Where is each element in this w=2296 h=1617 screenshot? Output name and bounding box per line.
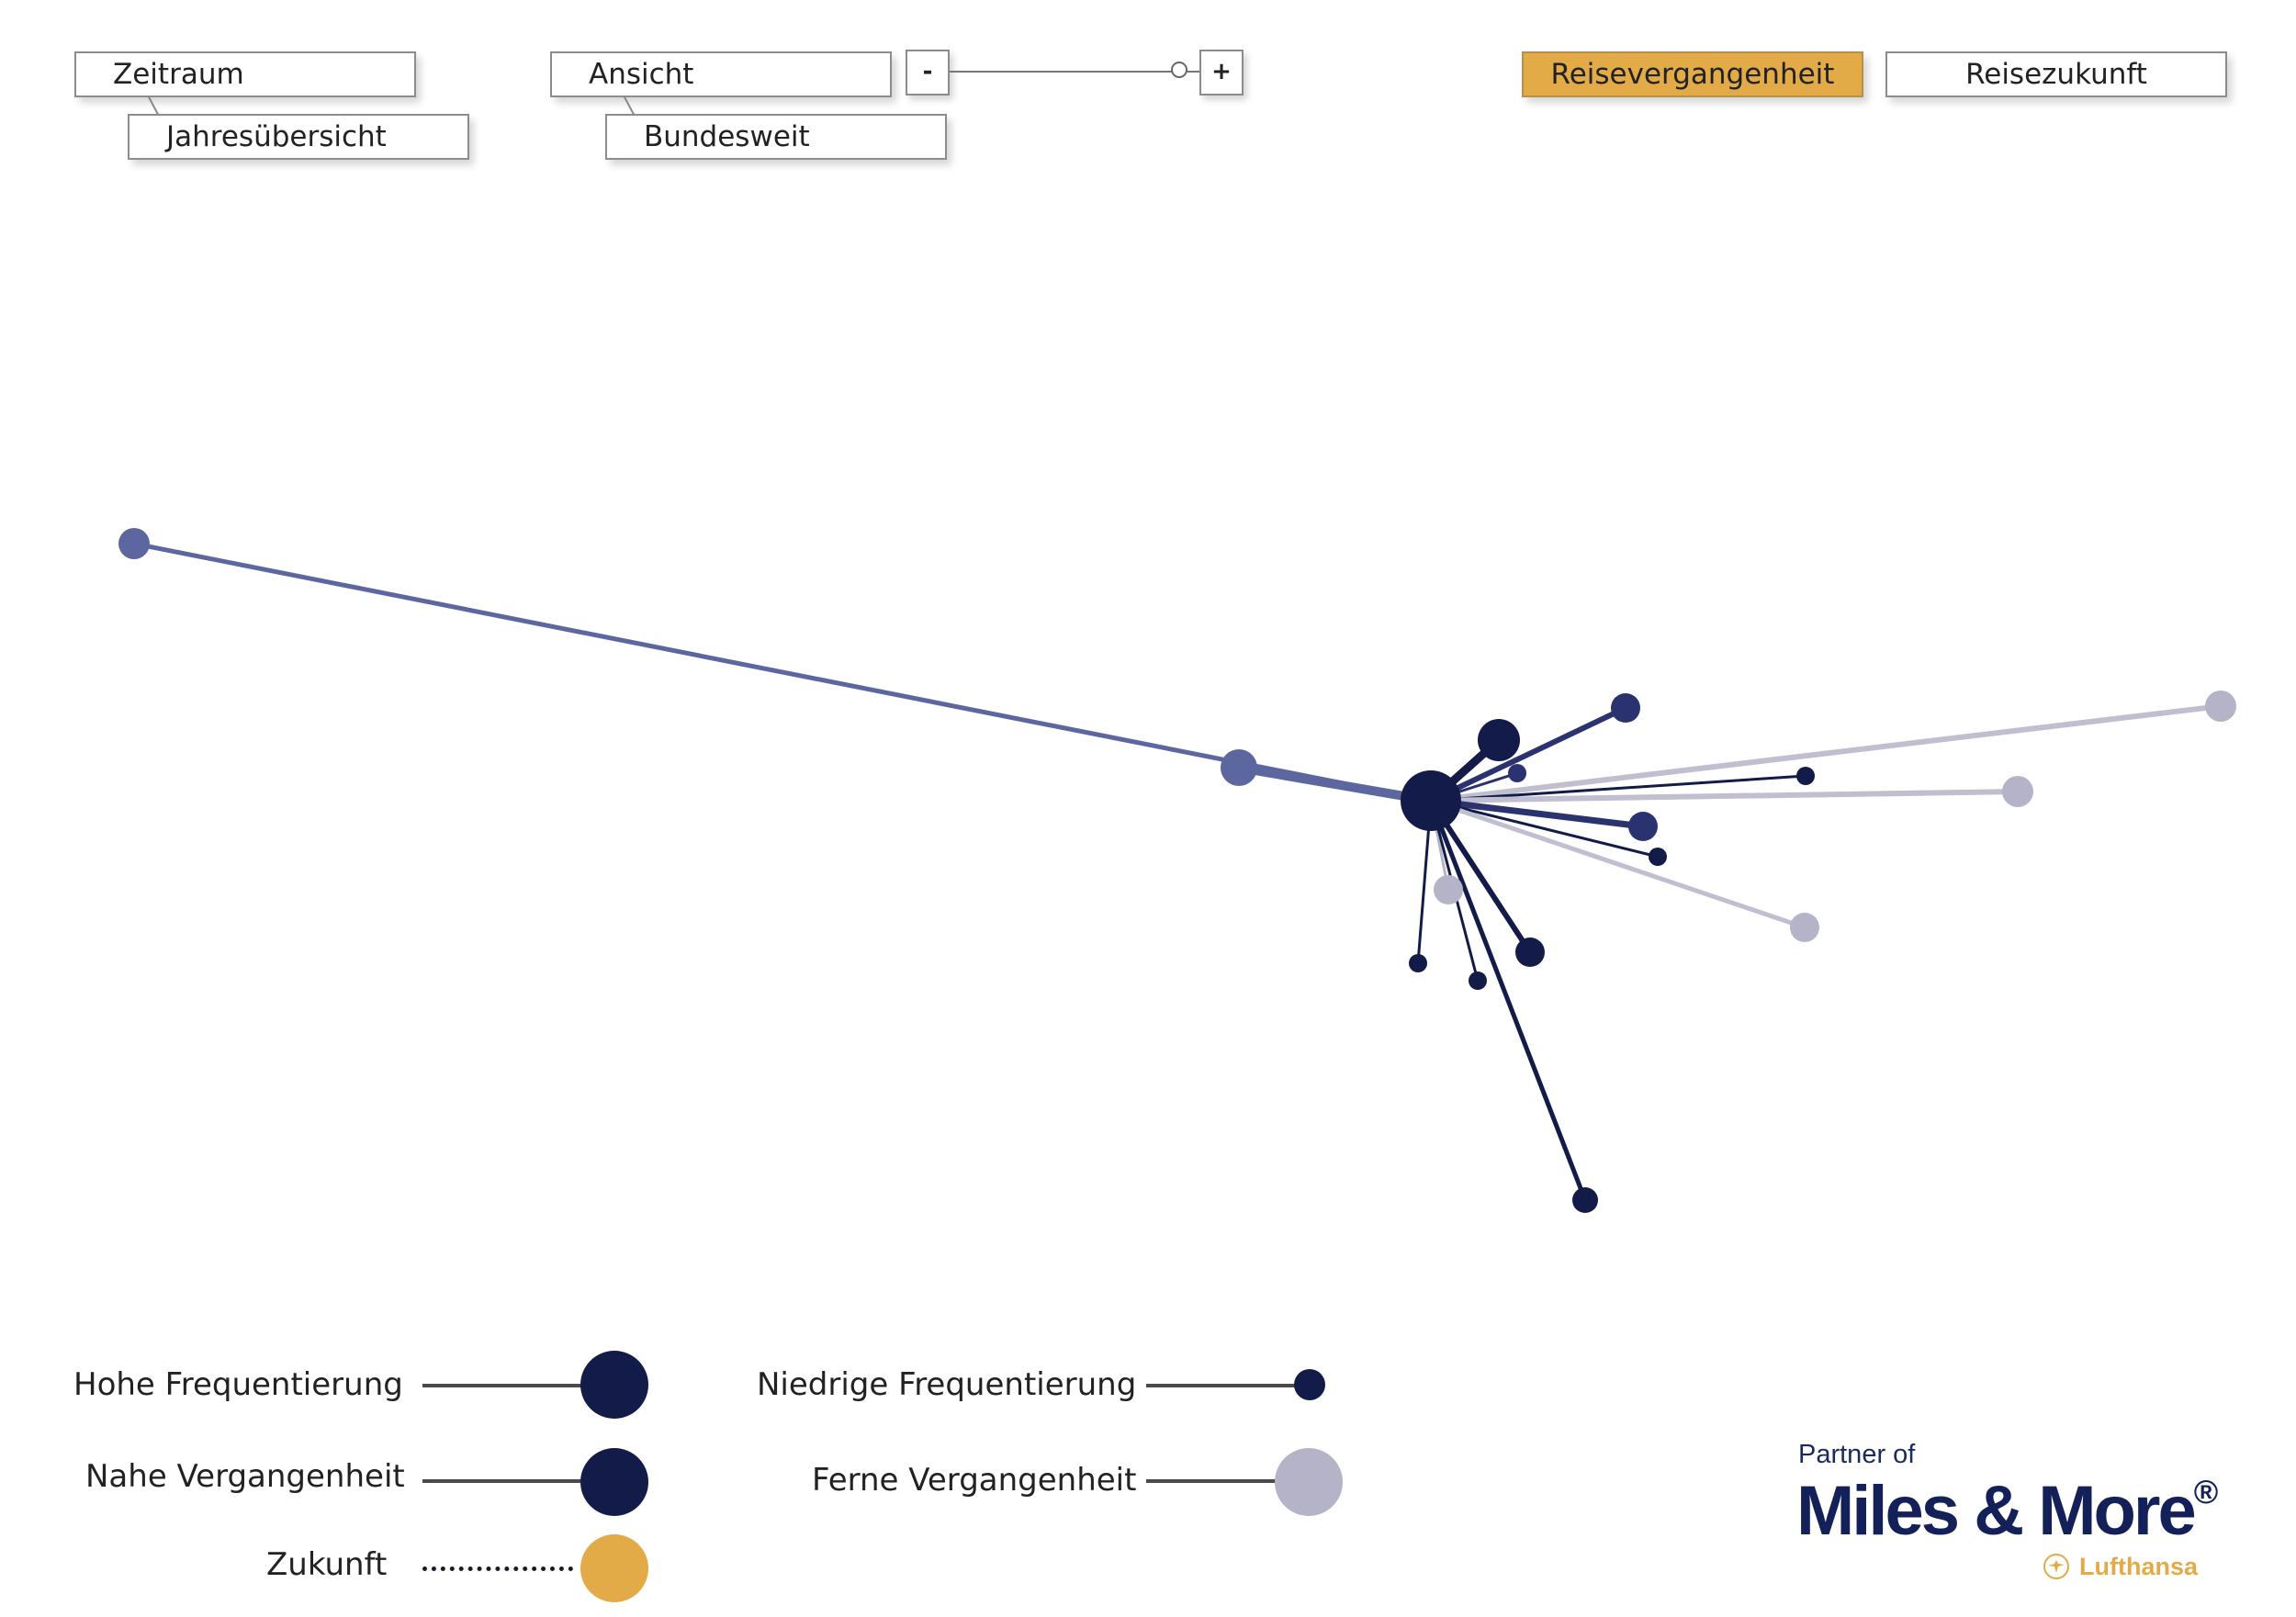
link-east-mid [1427, 797, 1647, 830]
node-se-mid[interactable] [1515, 938, 1545, 967]
zeitraum-dropdown[interactable]: Zeitraum [74, 51, 416, 97]
logo-brand-text: Miles & More® [1796, 1471, 2218, 1551]
network-links [131, 541, 2223, 1203]
node-east[interactable] [2002, 776, 2033, 807]
node-south-small-b[interactable] [1469, 971, 1487, 990]
link-west [1234, 763, 1435, 805]
legend-ferne-line [1146, 1479, 1293, 1483]
legend-zukunft-label: Zukunft [266, 1546, 388, 1583]
node-se-pale[interactable] [1790, 913, 1819, 942]
tab-reisezukunft-label: Reisezukunft [1965, 58, 2147, 91]
legend-niedrige-dot [1294, 1369, 1325, 1400]
zoom-in-button[interactable]: + [1199, 50, 1244, 95]
legend-ferne-label: Ferne Vergangenheit [812, 1462, 1137, 1499]
legend-nahe-label: Nahe Vergangenheit [85, 1458, 405, 1495]
legend-hohe-label: Hohe Frequentierung [73, 1366, 403, 1403]
link-far-south [1428, 798, 1588, 1203]
node-far-west[interactable] [118, 528, 150, 559]
ansicht-label: Ansicht [589, 58, 694, 91]
node-hub[interactable] [1401, 770, 1461, 831]
node-near-ne-large[interactable] [1478, 719, 1520, 761]
logo-partner-text: Partner of [1798, 1440, 1916, 1469]
lufthansa-crane-icon [2043, 1554, 2069, 1579]
legend-zukunft-line [422, 1566, 573, 1571]
node-ne-small[interactable] [1508, 764, 1526, 782]
logo-airline-text: Lufthansa [2079, 1552, 2199, 1580]
ansicht-dropdown[interactable]: Ansicht [550, 51, 892, 97]
node-south-pale[interactable] [1434, 875, 1463, 904]
logo-airline: Lufthansa [2043, 1550, 2198, 1583]
link-ne [1428, 705, 1628, 803]
tab-reisezukunft[interactable]: Reisezukunft [1885, 51, 2227, 97]
node-east-small[interactable] [1796, 767, 1815, 785]
legend-niedrige-label: Niedrige Frequentierung [757, 1366, 1137, 1403]
ansicht-value: Bundesweit [644, 120, 810, 153]
legend-nahe-line [422, 1479, 615, 1483]
node-east-mid[interactable] [1628, 812, 1658, 841]
zoom-out-button[interactable]: - [906, 50, 950, 95]
legend-niedrige-line [1146, 1384, 1302, 1387]
logo-registered-mark: ® [2193, 1473, 2219, 1510]
node-far-east[interactable] [2205, 691, 2236, 722]
legend-hohe-dot [580, 1351, 648, 1419]
node-south-small-a[interactable] [1409, 954, 1427, 972]
legend-zukunft-dot [580, 1534, 648, 1602]
tab-reisevergangenheit[interactable]: Reisevergangenheit [1522, 51, 1863, 97]
legend-hohe-line [422, 1384, 615, 1387]
zeitraum-value-dropdown[interactable]: Jahresübersicht [128, 114, 469, 160]
link-east-small [1429, 774, 1807, 803]
node-west[interactable] [1221, 749, 1257, 786]
zoom-slider-handle[interactable] [1171, 62, 1188, 78]
logo-brand-name: Miles & More [1796, 1472, 2197, 1550]
legend-ferne-dot [1275, 1448, 1343, 1516]
ansicht-value-dropdown[interactable]: Bundesweit [605, 114, 947, 160]
link-far-west [131, 541, 1434, 803]
node-east-lower-small[interactable] [1649, 848, 1667, 866]
miles-and-more-logo: Partner of Miles & More® Lufthansa [1796, 1440, 2256, 1587]
node-far-south[interactable] [1572, 1187, 1598, 1213]
zeitraum-value: Jahresübersicht [166, 120, 387, 153]
tab-reisevergangenheit-label: Reisevergangenheit [1550, 58, 1835, 91]
network-nodes [118, 528, 2236, 1213]
link-far-east [1428, 703, 2223, 803]
link-east [1428, 789, 2020, 803]
legend-nahe-dot [580, 1448, 648, 1516]
link-east-lower-small [1429, 799, 1660, 859]
link-se-pale [1428, 798, 1807, 930]
node-ne[interactable] [1611, 693, 1640, 723]
zeitraum-label: Zeitraum [113, 58, 244, 91]
zoom-slider-track[interactable] [950, 71, 1199, 73]
